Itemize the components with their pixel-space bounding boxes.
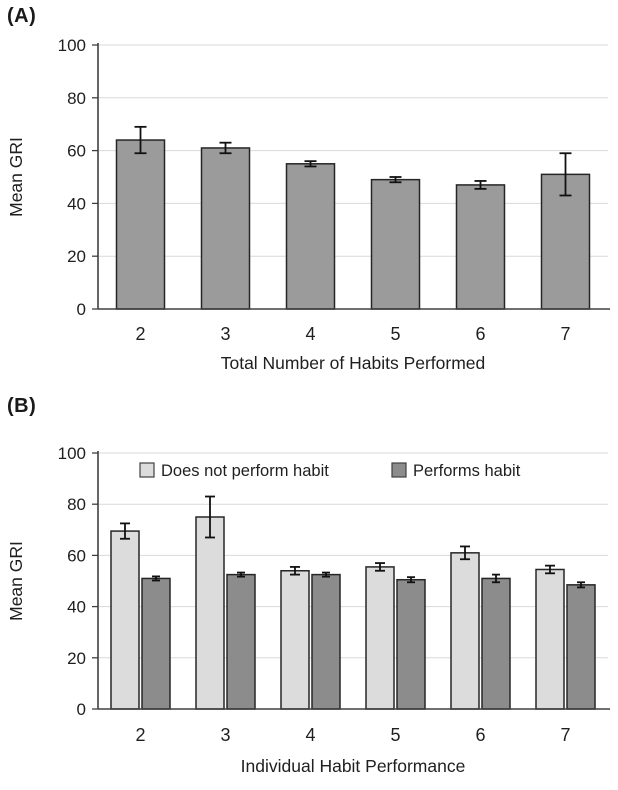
legend-swatch [139,462,155,478]
x-axis-tick-label: 6 [475,324,485,344]
y-axis-title: Mean GRI [6,541,26,621]
bar [115,139,166,310]
x-axis-tick-label: 5 [390,725,400,745]
y-axis-tick-label: 0 [77,700,86,719]
y-axis-tick-label: 80 [67,495,86,514]
x-axis-tick-label: 3 [220,324,230,344]
bar [455,184,506,310]
bar [200,147,251,310]
bar [285,163,336,310]
y-axis-tick-label: 80 [67,89,86,108]
y-axis-tick-label: 100 [58,36,86,55]
x-axis-tick-label: 5 [390,324,400,344]
bar [226,573,256,710]
panel-b-label: (B) [7,395,37,417]
x-axis-tick-label: 4 [305,725,315,745]
x-axis-tick-label: 2 [135,725,145,745]
panel-a-bar-chart: 0 20 40 60 80 100 2 3 4 5 6 7 Total Number of Habits… [6,36,610,373]
bar [110,530,140,710]
y-axis-tick-label: 20 [67,649,86,668]
bar [365,566,395,710]
panel-a-label: (A) [7,5,37,27]
y-axis-tick-label: 40 [67,598,86,617]
y-axis-tick-label: 60 [67,546,86,565]
x-axis-tick-label: 4 [305,324,315,344]
x-axis-title: Total Number of Habits Performed [221,353,486,373]
y-axis-tick-label: 20 [67,247,86,266]
bar [195,516,225,710]
x-axis-title: Individual Habit Performance [241,756,466,776]
bar [141,577,171,710]
x-axis-tick-label: 7 [560,324,570,344]
bar [311,573,341,710]
bar [370,178,421,310]
bar [396,578,426,710]
y-axis-tick-label: 100 [58,444,86,463]
x-axis-tick-label: 7 [560,725,570,745]
panel-b-grouped-bar-chart: 0 20 40 60 80 100 2 3 4 5 6 7 Individual Habit Perfo… [6,444,610,776]
bar [481,577,511,710]
legend-swatch [391,462,407,478]
x-axis-tick-label: 2 [135,324,145,344]
bar [535,568,565,710]
legend-label: Does not perform habit [161,462,329,480]
bar [280,570,310,710]
x-axis-tick-label: 3 [220,725,230,745]
y-axis-title: Mean GRI [6,137,26,217]
y-axis-tick-label: 40 [67,194,86,213]
y-axis-tick-label: 0 [77,300,86,319]
bar [540,173,591,310]
x-axis-tick-label: 6 [475,725,485,745]
bar [450,552,480,710]
y-axis-tick-label: 60 [67,142,86,161]
legend-label: Performs habit [413,462,521,480]
bar [566,584,596,710]
